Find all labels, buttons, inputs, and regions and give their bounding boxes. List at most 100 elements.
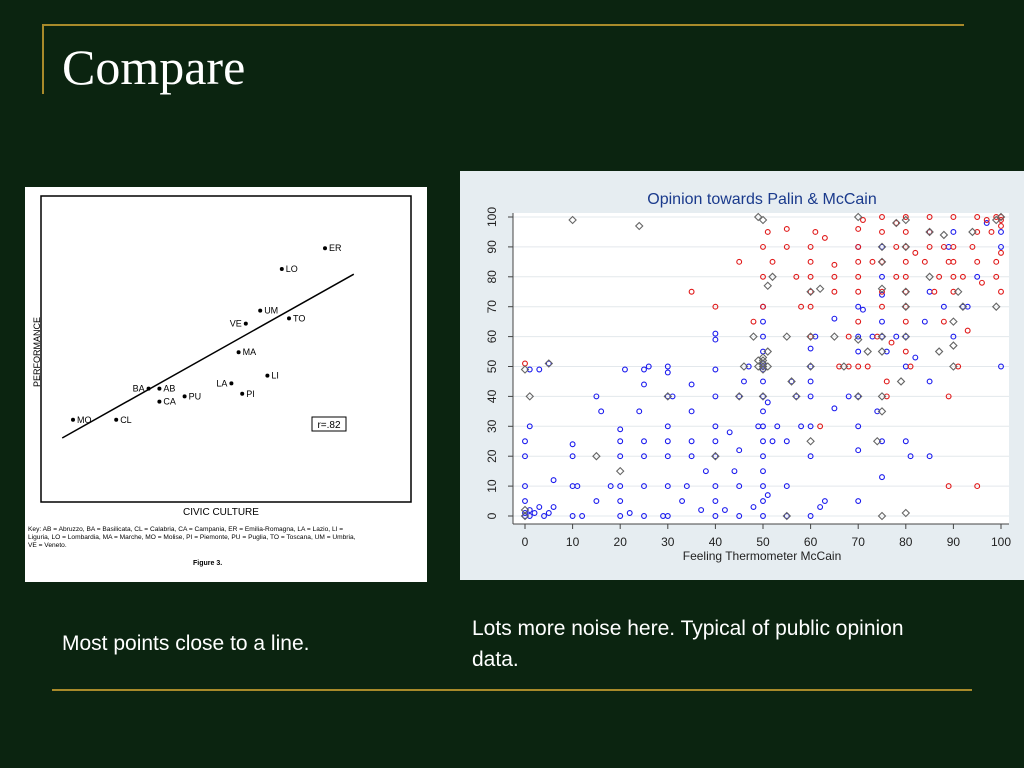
data-point-circle (736, 258, 743, 265)
x-tick-label: 60 (804, 535, 818, 549)
data-point-circle (921, 258, 928, 265)
data-point-circle (879, 474, 885, 481)
y-tick-label: 0 (485, 512, 499, 519)
data-point-circle (879, 288, 885, 295)
y-tick-label: 30 (485, 419, 499, 433)
data-point-diamond (739, 362, 749, 371)
data-point-circle (860, 306, 866, 313)
data-point-circle (607, 483, 614, 490)
region-label: ER (329, 243, 342, 253)
data-point-circle (926, 378, 933, 385)
x-tick-label: 100 (991, 535, 1011, 549)
data-point-circle (902, 228, 909, 235)
data-point-circle (750, 504, 757, 510)
data-point-circle (998, 223, 1004, 229)
left-rule (42, 24, 44, 94)
data-point-circle (760, 408, 766, 415)
data-point-circle (688, 381, 695, 388)
data-point-circle (902, 243, 909, 250)
data-point-diamond (901, 287, 911, 297)
data-point-circle (664, 513, 671, 519)
data-point-diamond (568, 215, 577, 225)
axes: 0 10 20 30 40 50 60 70 80 90 100 0 10 20 30 40 50 60 70 80 9… (485, 207, 1011, 549)
data-point-circle (783, 483, 790, 490)
data-point-circle (760, 378, 766, 385)
data-point-circle (969, 243, 976, 250)
data-point-circle (622, 366, 628, 373)
data-point-circle (831, 405, 838, 412)
data-point-circle (760, 498, 766, 504)
data-point-diamond (877, 257, 887, 267)
region-label: CA (163, 397, 176, 407)
data-point-diamond (877, 347, 887, 356)
data-point-circle (664, 453, 671, 460)
data-point-diamond (768, 272, 777, 282)
data-point-diamond (663, 392, 673, 401)
region-point (114, 417, 119, 422)
top-rule (42, 24, 964, 26)
data-point-circle (998, 249, 1004, 256)
data-point-circle (712, 438, 719, 445)
data-point-circle (807, 303, 814, 310)
data-point-diamond (806, 436, 815, 446)
data-point-circle (950, 258, 957, 265)
data-point-circle (998, 288, 1004, 295)
data-point-circle (764, 492, 771, 499)
data-point-circle (912, 354, 919, 361)
data-point-circle (760, 453, 766, 460)
data-point-circle (807, 453, 814, 460)
data-point-diamond (925, 227, 934, 237)
data-point-circle (921, 318, 928, 325)
region-label: MA (243, 347, 257, 357)
data-point-circle (974, 228, 981, 235)
data-point-circle (879, 273, 885, 280)
data-point-circle (974, 258, 981, 265)
key-line-2: Liguria, LO = Lombardia, MA = Marche, MO… (28, 534, 356, 541)
data-point-circle (974, 483, 981, 490)
data-point-circle (641, 453, 647, 460)
data-point-circle (940, 318, 947, 325)
data-point-circle (760, 483, 766, 490)
region-label: AB (163, 384, 175, 394)
data-point-circle (950, 273, 957, 280)
data-point-diamond (949, 341, 958, 350)
data-point-diamond (839, 362, 849, 371)
data-point-circle (950, 228, 957, 235)
data-point-circle (688, 453, 695, 460)
y-axis-label: PERFORMANCE (32, 317, 42, 387)
data-point-circle (536, 366, 543, 373)
data-point-circle (807, 378, 814, 385)
data-point-circle (893, 220, 900, 226)
data-point-circle (593, 393, 600, 400)
r-box-frame (311, 416, 347, 432)
data-point-circle (526, 423, 533, 430)
data-point-circle (902, 333, 909, 340)
data-point-circle (902, 214, 909, 220)
data-point-circle (902, 438, 909, 445)
civic-culture-chart: MO CL BA AB CA PU LA PI LI MA VE UM TO LO ER r=.82 CIV… (28, 195, 412, 567)
data-point-diamond (615, 466, 625, 476)
data-point-diamond (901, 215, 911, 225)
r-box: r=.82 (311, 416, 347, 432)
data-point-circle (760, 423, 766, 430)
data-point-circle (545, 360, 552, 367)
x-tick-label: 80 (899, 535, 913, 549)
data-point-diamond (782, 332, 792, 341)
key-line-3: VE = Veneto. (28, 542, 67, 549)
fit-line-group (61, 273, 355, 439)
data-point-circle (855, 498, 862, 504)
data-point-circle (579, 513, 586, 519)
data-point-circle (750, 318, 757, 325)
region-point (71, 417, 75, 422)
data-point-circle (845, 363, 852, 370)
data-point-circle (736, 513, 743, 519)
data-point-circle (945, 393, 952, 400)
data-point-circle (855, 447, 862, 454)
data-point-circle (688, 288, 695, 295)
data-point-circle (793, 273, 800, 280)
data-point-diamond (853, 335, 863, 344)
data-point-circle (745, 363, 752, 370)
data-point-circle (993, 273, 1000, 280)
data-point-circle (712, 498, 719, 504)
region-label: UM (264, 306, 278, 316)
